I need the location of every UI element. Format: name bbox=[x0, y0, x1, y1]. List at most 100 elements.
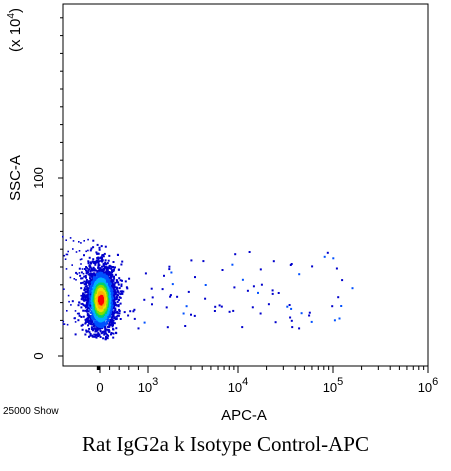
event-dot bbox=[98, 334, 101, 337]
event-dot bbox=[109, 275, 112, 278]
event-dot bbox=[86, 305, 89, 308]
event-dot bbox=[110, 309, 113, 312]
event-dot bbox=[77, 319, 80, 322]
event-dot bbox=[151, 303, 153, 306]
event-dot bbox=[117, 283, 120, 286]
event-dot bbox=[96, 320, 99, 323]
event-dot bbox=[95, 261, 98, 264]
event-dot bbox=[233, 286, 236, 289]
event-dot bbox=[95, 336, 98, 339]
event-dot bbox=[78, 241, 80, 243]
event-dot bbox=[92, 318, 95, 320]
event-dot bbox=[85, 285, 88, 288]
event-dot bbox=[109, 273, 112, 276]
event-dot bbox=[116, 300, 119, 303]
event-dot bbox=[115, 296, 118, 299]
event-dot bbox=[76, 312, 79, 315]
event-dot bbox=[119, 302, 122, 305]
event-dot bbox=[97, 258, 100, 261]
event-dot bbox=[114, 273, 117, 276]
event-dot bbox=[80, 282, 83, 285]
event-dot bbox=[90, 292, 93, 294]
event-dot bbox=[93, 268, 96, 271]
event-dot bbox=[103, 332, 106, 335]
event-dot bbox=[105, 321, 108, 324]
event-dot bbox=[103, 252, 106, 255]
event-dot bbox=[103, 318, 106, 321]
event-dot bbox=[104, 261, 107, 264]
event-dot bbox=[89, 285, 92, 288]
event-dot bbox=[228, 310, 231, 313]
event-dot bbox=[112, 288, 115, 290]
event-dot bbox=[81, 281, 84, 284]
event-dot bbox=[118, 308, 121, 311]
event-dot bbox=[62, 323, 65, 325]
event-dot bbox=[107, 272, 110, 275]
event-dot bbox=[113, 277, 116, 280]
event-dot bbox=[88, 322, 91, 325]
event-dot bbox=[66, 323, 69, 326]
event-dot bbox=[87, 298, 90, 301]
event-dot bbox=[88, 287, 91, 290]
event-dot bbox=[108, 276, 111, 279]
event-dot bbox=[115, 315, 118, 318]
event-dot bbox=[111, 320, 114, 323]
event-dot bbox=[182, 312, 185, 315]
event-dot bbox=[88, 256, 91, 259]
y-axis-label: SSC-A bbox=[7, 155, 24, 201]
event-dot bbox=[78, 250, 81, 252]
event-dot bbox=[83, 240, 85, 242]
event-dot bbox=[214, 305, 217, 308]
event-dot bbox=[85, 294, 88, 297]
event-dot bbox=[95, 322, 98, 325]
event-dot bbox=[73, 317, 76, 320]
event-dot bbox=[82, 272, 85, 275]
event-dot bbox=[111, 282, 114, 285]
event-dot bbox=[75, 279, 77, 281]
event-dot bbox=[89, 249, 92, 252]
event-dot bbox=[115, 298, 118, 300]
event-dot bbox=[75, 251, 78, 253]
event-dot bbox=[63, 254, 66, 257]
event-dot bbox=[84, 322, 87, 325]
x-tick-label: 104 bbox=[228, 376, 249, 395]
event-dot bbox=[115, 327, 118, 330]
event-dot bbox=[69, 237, 72, 239]
event-dot bbox=[83, 287, 86, 290]
event-dot bbox=[102, 262, 105, 265]
event-dot bbox=[85, 269, 87, 272]
event-dot bbox=[77, 304, 80, 307]
event-dot bbox=[176, 295, 179, 298]
event-dot bbox=[184, 325, 187, 327]
event-dot bbox=[112, 283, 115, 286]
event-dot bbox=[144, 272, 147, 275]
event-dot bbox=[89, 320, 92, 323]
x-tick-label: 105 bbox=[323, 376, 344, 395]
event-dot bbox=[104, 337, 107, 340]
event-dot bbox=[93, 276, 96, 279]
event-dot bbox=[111, 269, 113, 272]
event-dot bbox=[89, 304, 91, 306]
event-dot bbox=[241, 326, 244, 329]
event-dot bbox=[82, 315, 85, 318]
event-dot bbox=[194, 276, 196, 279]
event-dot bbox=[74, 321, 77, 323]
event-dot bbox=[193, 314, 196, 317]
event-dot bbox=[96, 328, 99, 330]
event-dot bbox=[338, 317, 341, 320]
event-dot bbox=[97, 265, 100, 268]
event-dot bbox=[97, 256, 100, 259]
event-dot bbox=[88, 280, 91, 283]
event-dot bbox=[112, 261, 115, 263]
event-dot bbox=[91, 321, 94, 324]
event-dot bbox=[105, 270, 108, 272]
event-dot bbox=[84, 333, 87, 336]
event-dot bbox=[308, 314, 311, 317]
event-dot bbox=[83, 280, 86, 283]
event-dot bbox=[86, 280, 88, 283]
event-dot bbox=[81, 302, 84, 305]
event-dot bbox=[90, 279, 93, 282]
event-dot bbox=[169, 294, 172, 297]
event-dot bbox=[115, 279, 118, 282]
event-dot bbox=[113, 312, 116, 315]
